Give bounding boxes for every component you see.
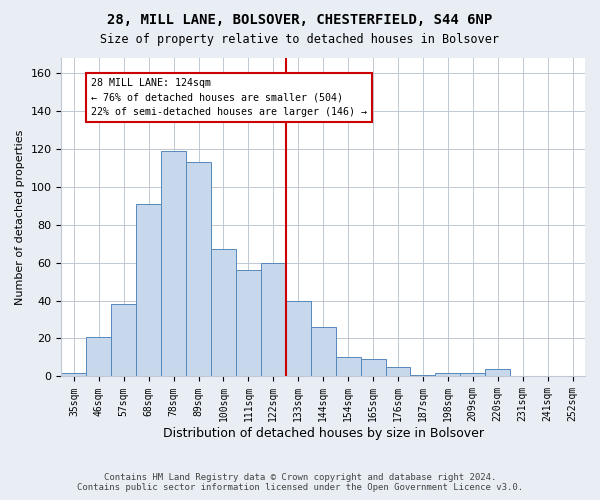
Bar xyxy=(311,327,335,376)
Bar xyxy=(111,304,136,376)
Text: 28 MILL LANE: 124sqm
← 76% of detached houses are smaller (504)
22% of semi-deta: 28 MILL LANE: 124sqm ← 76% of detached h… xyxy=(91,78,367,117)
Bar xyxy=(436,372,460,376)
Text: Size of property relative to detached houses in Bolsover: Size of property relative to detached ho… xyxy=(101,32,499,46)
Bar xyxy=(136,204,161,376)
Bar xyxy=(361,360,386,376)
Bar xyxy=(386,367,410,376)
Bar xyxy=(236,270,261,376)
Bar xyxy=(86,336,111,376)
Bar xyxy=(186,162,211,376)
Bar xyxy=(211,250,236,376)
Bar xyxy=(61,372,86,376)
Text: 28, MILL LANE, BOLSOVER, CHESTERFIELD, S44 6NP: 28, MILL LANE, BOLSOVER, CHESTERFIELD, S… xyxy=(107,12,493,26)
Bar xyxy=(161,150,186,376)
Bar xyxy=(410,374,436,376)
Bar xyxy=(485,369,510,376)
Text: Contains HM Land Registry data © Crown copyright and database right 2024.
Contai: Contains HM Land Registry data © Crown c… xyxy=(77,473,523,492)
X-axis label: Distribution of detached houses by size in Bolsover: Distribution of detached houses by size … xyxy=(163,427,484,440)
Bar xyxy=(460,372,485,376)
Bar xyxy=(335,358,361,376)
Y-axis label: Number of detached properties: Number of detached properties xyxy=(15,130,25,304)
Bar xyxy=(286,300,311,376)
Bar xyxy=(261,262,286,376)
